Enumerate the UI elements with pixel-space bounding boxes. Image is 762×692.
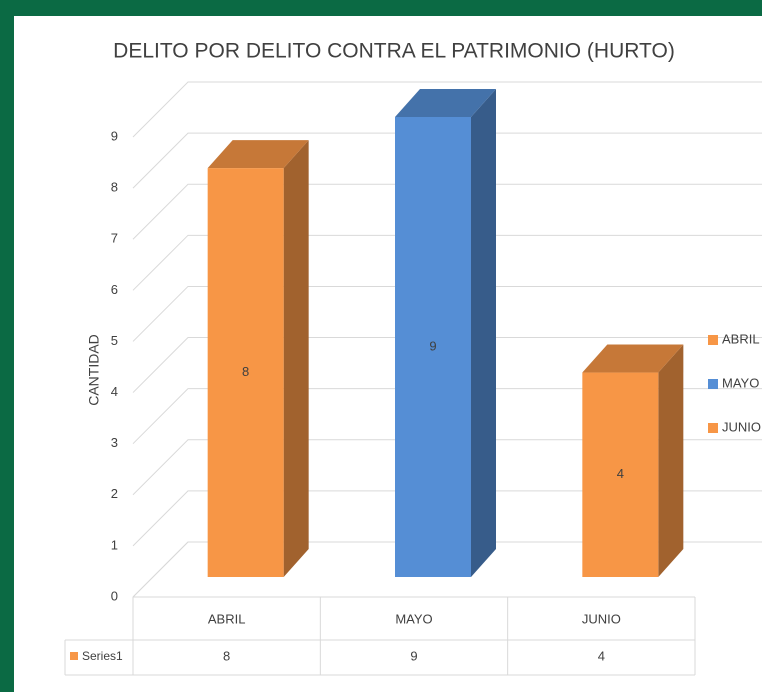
bar-side [658,344,684,577]
data-label: 8 [242,364,249,379]
table-value: 8 [223,648,230,663]
grid-line [132,285,762,342]
y-tick-label: 8 [111,180,118,195]
table-series-name: Series1 [82,649,123,663]
bar-top [207,140,309,169]
x-tick-label: ABRIL [208,611,246,626]
legend-label: JUNIO [722,419,761,434]
grid-line [132,388,762,445]
y-tick-label: 1 [111,537,118,552]
y-tick-label: 6 [111,282,118,297]
y-tick-label: 4 [111,384,118,399]
legend-label: ABRIL [722,331,760,346]
bar-top [582,344,684,373]
y-tick-label: 9 [111,128,118,143]
x-tick-label: MAYO [395,611,432,626]
grid-line [132,132,762,189]
bar [395,117,471,577]
y-tick-label: 5 [111,333,118,348]
grid-line [132,490,762,547]
grid-line [132,439,762,496]
table-value: 9 [410,648,417,663]
bar [582,372,659,577]
bar-side [471,89,496,577]
grid-line [132,337,762,393]
bar [207,168,284,577]
data-label: 9 [429,338,436,353]
y-axis-label: CANTIDAD [86,334,102,406]
legend-label: MAYO [722,375,759,390]
table-swatch [70,652,78,660]
data-label: 4 [617,466,624,481]
grid-line [132,81,762,138]
table-value: 4 [598,648,605,663]
y-tick-label: 2 [111,486,118,501]
legend-swatch [708,379,718,389]
legend-swatch [708,335,718,345]
y-tick-label: 7 [111,231,118,246]
y-tick-label: 0 [111,588,118,603]
y-tick-label: 3 [111,435,118,450]
bar-side [283,140,309,577]
legend-swatch [708,423,718,433]
x-tick-label: JUNIO [582,611,621,626]
chart-title: DELITO POR DELITO CONTRA EL PATRIMONIO (… [113,40,675,63]
grid-line [132,234,762,291]
bar-top [395,89,496,117]
grid-line [132,541,762,598]
grid-line [132,183,762,240]
